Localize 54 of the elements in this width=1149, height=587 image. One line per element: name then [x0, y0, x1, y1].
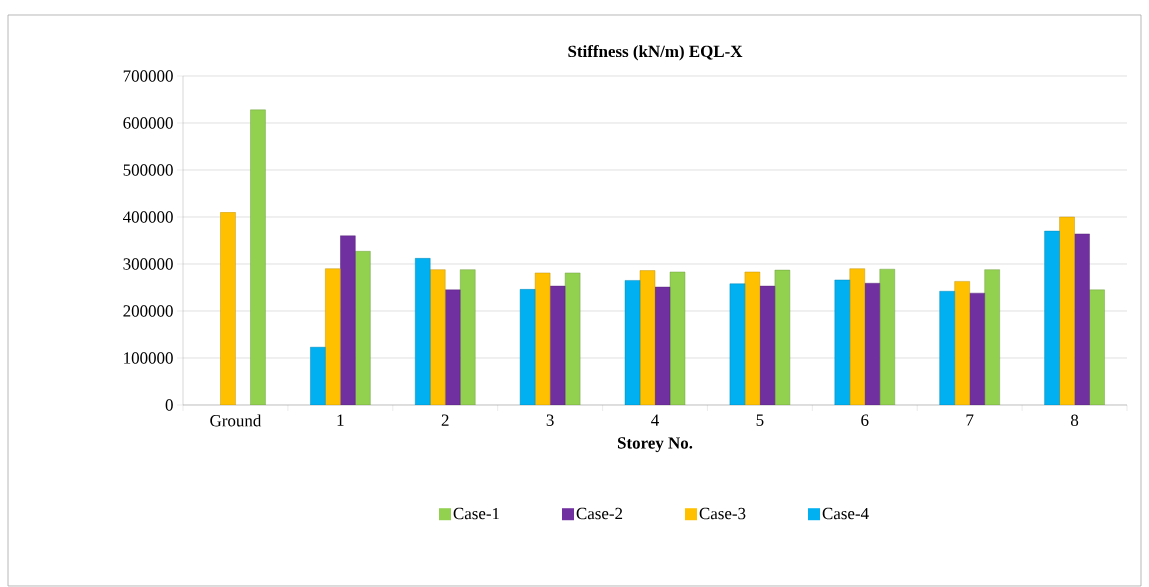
x-axis-title: Storey No.: [617, 437, 693, 453]
bar: [774, 269, 791, 405]
x-tick-label: 4: [651, 414, 659, 426]
y-tick-label: 400000: [123, 211, 173, 223]
bar: [445, 289, 461, 405]
bar: [759, 285, 776, 405]
legend-label: Case-2: [576, 507, 623, 520]
bar: [310, 346, 326, 405]
bar: [220, 212, 236, 405]
bar: [415, 258, 431, 405]
y-tick-label: 100000: [124, 352, 173, 364]
x-tick-label: 1: [337, 414, 344, 426]
bar: [355, 251, 371, 405]
legend-label: Case-4: [822, 507, 869, 520]
bar: [849, 268, 865, 405]
bar: [639, 270, 656, 405]
x-tick-label: 5: [756, 414, 764, 426]
bar: [250, 109, 266, 405]
bar: [460, 269, 476, 405]
bar: [654, 286, 671, 405]
bar: [1089, 289, 1105, 405]
x-tick-label: 6: [861, 414, 869, 426]
chart-title: Stiffness (kN/m) EQL-X: [568, 44, 743, 61]
bar: [954, 281, 970, 405]
bar: [564, 272, 581, 405]
bar: [1074, 233, 1090, 405]
legend-label: Case-1: [453, 507, 499, 520]
y-tick-label: 500000: [123, 164, 173, 176]
bar: [744, 271, 761, 405]
bar: [864, 283, 880, 405]
bar: [340, 235, 356, 405]
x-tick-label: Ground: [210, 414, 262, 427]
x-tick-label: 7: [966, 414, 974, 426]
bar: [1059, 216, 1075, 405]
x-tick-label: 3: [546, 414, 554, 426]
bar: [879, 268, 895, 405]
bar: [969, 292, 985, 405]
bar: [430, 269, 446, 405]
bar: [939, 291, 955, 405]
y-tick-label: 300000: [123, 258, 173, 270]
x-tick-label: 2: [441, 414, 449, 426]
bar: [325, 268, 341, 405]
y-tick-label: 200000: [123, 305, 173, 317]
y-tick-label: 0: [165, 399, 173, 411]
bar: [984, 269, 1000, 405]
bar: [549, 285, 566, 405]
x-tick-label: 8: [1070, 414, 1079, 426]
legend-label: Case-3: [699, 507, 746, 520]
y-tick-label: 600000: [123, 117, 173, 129]
bar: [669, 271, 686, 405]
y-tick-label: 700000: [123, 70, 173, 82]
bar: [534, 272, 551, 405]
bar: [1044, 230, 1060, 405]
bar: [834, 279, 850, 405]
